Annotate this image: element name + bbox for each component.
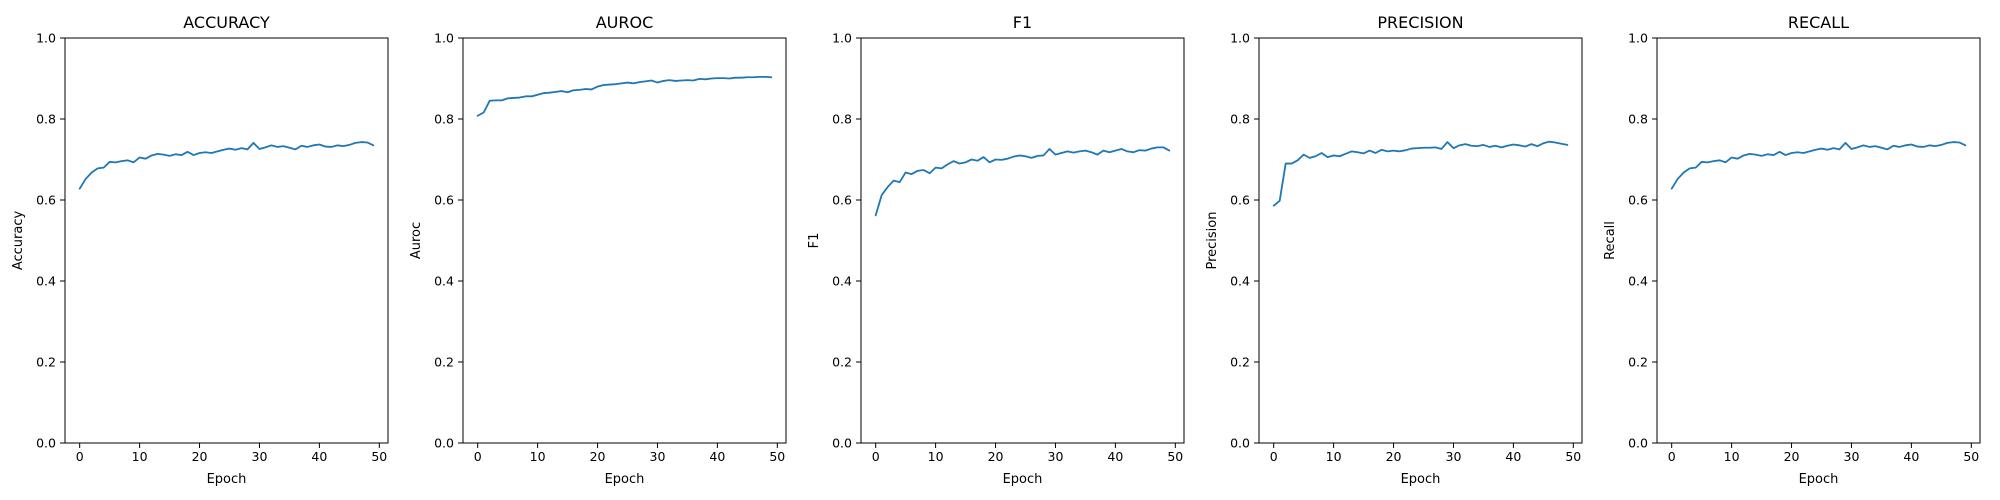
plot-area-frame <box>860 37 1185 444</box>
x-axis-label: Epoch <box>207 472 247 487</box>
x-tick-label: 0 <box>76 449 84 464</box>
y-tick-label: 1.0 <box>1230 31 1250 46</box>
y-axis-label: Precision <box>1205 211 1220 269</box>
plot-area-frame <box>64 37 389 444</box>
y-tick-label: 1.0 <box>36 31 56 46</box>
y-tick-label: 1.0 <box>832 31 852 46</box>
subplot-title: ACCURACY <box>183 13 270 32</box>
x-tick-label: 50 <box>769 449 785 464</box>
y-tick-label: 0.6 <box>36 193 56 208</box>
x-tick-label: 10 <box>928 449 944 464</box>
subplot-title: RECALL <box>1788 13 1849 32</box>
subplot-accuracy: ACCURACY 0.0 0.2 0.4 0.6 0.8 1.0 0 10 20 30 40 50 Epo… <box>11 13 389 487</box>
y-axis-label: Recall <box>1603 221 1618 260</box>
x-tick-label: 20 <box>590 449 606 464</box>
x-tick-label: 40 <box>709 449 725 464</box>
y-tick-label: 0.8 <box>832 112 852 127</box>
y-tick-label: 0.8 <box>36 112 56 127</box>
x-tick-label: 40 <box>1903 449 1919 464</box>
x-tick-label: 50 <box>1963 449 1979 464</box>
y-tick-label: 0.4 <box>832 274 852 289</box>
y-axis-label: Auroc <box>409 222 424 259</box>
y-axis-label: Accuracy <box>11 211 26 271</box>
x-tick-label: 30 <box>1844 449 1860 464</box>
subplot-title: F1 <box>1013 13 1032 32</box>
x-tick-label: 20 <box>1386 449 1402 464</box>
y-tick-label: 0.0 <box>434 436 454 451</box>
x-tick-label: 40 <box>1505 449 1521 464</box>
x-tick-label: 10 <box>530 449 546 464</box>
x-tick-label: 20 <box>192 449 208 464</box>
y-tick-label: 0.2 <box>832 355 852 370</box>
x-tick-label: 10 <box>1326 449 1342 464</box>
x-tick-label: 20 <box>988 449 1004 464</box>
series-line <box>1670 141 1967 190</box>
subplot-f1: F1 0.0 0.2 0.4 0.6 0.8 1.0 0 10 20 30 40 50 Epoch F1 <box>807 13 1185 487</box>
y-tick-label: 0.6 <box>832 193 852 208</box>
y-tick-label: 0.4 <box>434 274 454 289</box>
plot-area-frame <box>462 37 787 444</box>
x-tick-label: 30 <box>1446 449 1462 464</box>
x-tick-label: 40 <box>1107 449 1123 464</box>
y-tick-label: 1.0 <box>434 31 454 46</box>
x-axis-label: Epoch <box>1003 472 1043 487</box>
x-tick-label: 0 <box>1270 449 1278 464</box>
y-tick-label: 0.6 <box>434 193 454 208</box>
y-tick-label: 0.0 <box>36 436 56 451</box>
x-tick-label: 30 <box>650 449 666 464</box>
x-tick-label: 10 <box>1724 449 1740 464</box>
y-axis-label: F1 <box>807 233 822 249</box>
x-tick-label: 0 <box>872 449 880 464</box>
y-tick-label: 0.0 <box>1230 436 1250 451</box>
y-tick-label: 0.2 <box>1628 355 1648 370</box>
y-tick-label: 0.0 <box>832 436 852 451</box>
x-tick-label: 30 <box>252 449 268 464</box>
x-tick-label: 50 <box>371 449 387 464</box>
x-tick-label: 10 <box>132 449 148 464</box>
plot-area-frame <box>1656 37 1981 444</box>
series-line <box>476 75 773 117</box>
x-tick-label: 30 <box>1048 449 1064 464</box>
series-line <box>78 141 375 190</box>
x-axis-label: Epoch <box>1799 472 1839 487</box>
subplot-recall: RECALL 0.0 0.2 0.4 0.6 0.8 1.0 0 10 20 30 40 50 Epoch… <box>1603 13 1981 487</box>
y-tick-label: 1.0 <box>1628 31 1648 46</box>
y-tick-label: 0.4 <box>1628 274 1648 289</box>
x-tick-label: 50 <box>1167 449 1183 464</box>
subplot-title: AUROC <box>596 13 654 32</box>
x-axis-label: Epoch <box>605 472 645 487</box>
subplot-title: PRECISION <box>1377 13 1463 32</box>
y-tick-label: 0.8 <box>1230 112 1250 127</box>
y-tick-label: 0.8 <box>1628 112 1648 127</box>
subplot-precision: PRECISION 0.0 0.2 0.4 0.6 0.8 1.0 0 10 20 30 40 50 Ep… <box>1205 13 1583 487</box>
y-tick-label: 0.0 <box>1628 436 1648 451</box>
x-tick-label: 0 <box>474 449 482 464</box>
y-tick-label: 0.4 <box>1230 274 1250 289</box>
x-tick-label: 50 <box>1565 449 1581 464</box>
y-tick-label: 0.4 <box>36 274 56 289</box>
y-tick-label: 0.2 <box>36 355 56 370</box>
y-tick-label: 0.8 <box>434 112 454 127</box>
x-tick-label: 20 <box>1784 449 1800 464</box>
y-tick-label: 0.6 <box>1628 193 1648 208</box>
x-tick-label: 40 <box>311 449 327 464</box>
y-tick-label: 0.2 <box>1230 355 1250 370</box>
series-line <box>874 146 1171 217</box>
plot-area-frame <box>1258 37 1583 444</box>
y-tick-label: 0.2 <box>434 355 454 370</box>
x-axis-label: Epoch <box>1401 472 1441 487</box>
x-tick-label: 0 <box>1668 449 1676 464</box>
subplot-auroc: AUROC 0.0 0.2 0.4 0.6 0.8 1.0 0 10 20 30 40 50 Epoch A… <box>409 13 787 487</box>
y-tick-label: 0.6 <box>1230 193 1250 208</box>
series-line <box>1272 140 1569 207</box>
